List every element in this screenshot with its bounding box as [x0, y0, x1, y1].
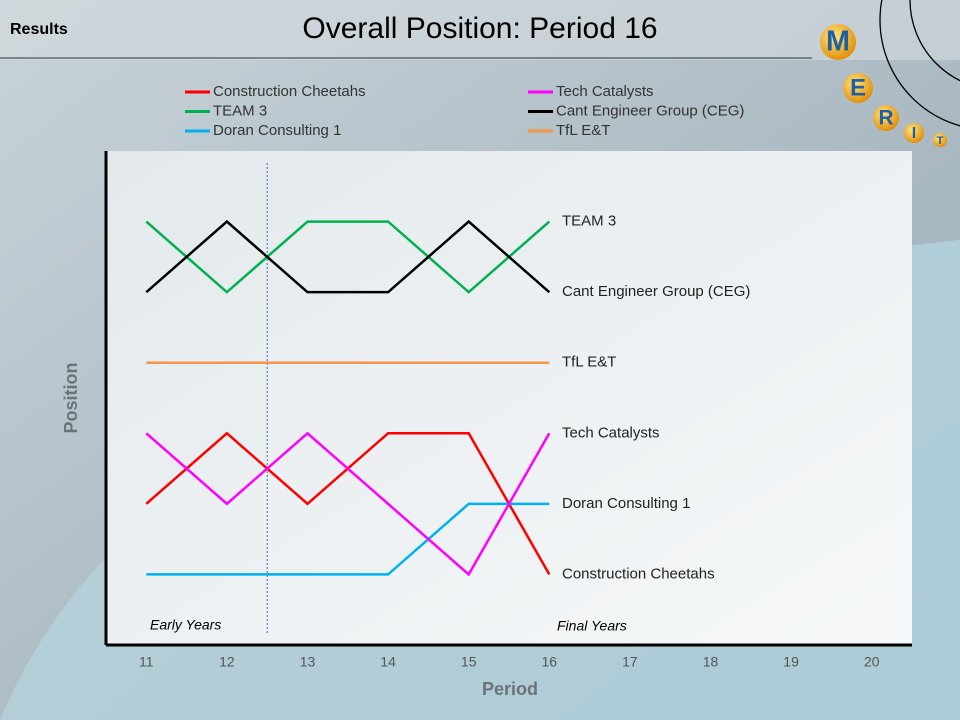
x-tick-label: 14 [380, 654, 396, 670]
x-tick-label: 15 [461, 654, 477, 670]
x-tick-label: 16 [542, 654, 558, 670]
legend-label: Doran Consulting 1 [213, 122, 341, 139]
legend-label: TEAM 3 [213, 102, 267, 119]
chart-title: Overall Position: Period 16 [302, 12, 657, 45]
series-line [145, 431, 551, 577]
header-band [0, 0, 960, 60]
end-label: TfL E&T [562, 354, 616, 371]
legend-label: Construction Cheetahs [213, 83, 366, 100]
logo: MER I T [820, 24, 947, 147]
logo-ball [933, 133, 947, 147]
legend-label: Tech Catalysts [556, 83, 654, 100]
x-tick-label: 12 [219, 654, 235, 670]
logo-letter: E [850, 74, 866, 101]
annotation: Final Years [557, 618, 627, 634]
y-axis-title: Position [61, 363, 81, 434]
logo-letter: M [826, 26, 850, 58]
end-label: TEAM 3 [562, 213, 616, 230]
logo-ball [904, 123, 924, 143]
plot-area [106, 151, 912, 645]
logo-arcs [879, 0, 960, 127]
end-label: Tech Catalysts [562, 424, 660, 441]
logo-letter: R [878, 107, 893, 130]
logo-ball [820, 24, 856, 60]
x-tick-label: 13 [300, 654, 316, 670]
x-tick-label: 17 [622, 654, 638, 670]
legend-label: Cant Engineer Group (CEG) [556, 102, 744, 119]
end-label: Construction Cheetahs [562, 565, 715, 582]
legend-label: TfL E&T [556, 122, 610, 139]
end-label: Cant Engineer Group (CEG) [562, 283, 750, 300]
logo-letter: T [937, 135, 944, 147]
end-label: Doran Consulting 1 [562, 495, 690, 512]
logo-ball [843, 73, 873, 103]
x-axis-title: Period [482, 679, 538, 699]
annotation: Early Years [150, 617, 221, 633]
series-line [145, 220, 551, 294]
series-line [145, 219, 551, 294]
logo-letter: I [912, 125, 916, 142]
logo-ball [873, 105, 899, 131]
x-tick-label: 11 [139, 654, 154, 670]
x-tick-label: 20 [864, 654, 880, 670]
header: Results [10, 21, 68, 38]
x-tick-label: 19 [783, 654, 799, 670]
series-line [146, 502, 550, 576]
x-tick-label: 18 [703, 654, 719, 670]
